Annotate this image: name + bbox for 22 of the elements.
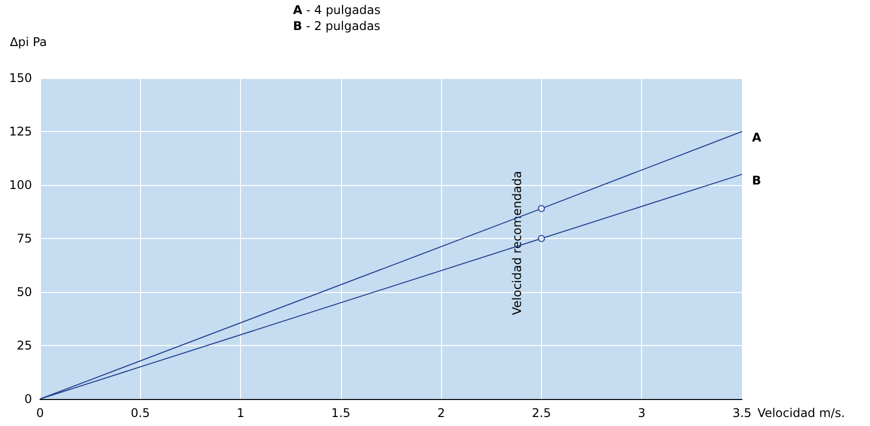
text: B - 2 pulgadas [293,19,380,33]
x-tick-label: 3.5 [732,406,752,420]
x-tick-label: 0.5 [130,406,150,420]
y-axis-title: ∆pi Pa [9,35,47,49]
annotation: Velocidad recomendada [510,170,524,316]
x-tick-label: 3 [638,406,646,420]
series-label: B [752,173,762,188]
x-tick-label: 1.5 [331,406,350,420]
y-tick-label: 150 [9,71,32,85]
x-axis-title: Velocidad m/s. [757,406,845,420]
x-tick-label: 1 [236,406,244,420]
y-tick-label: 125 [9,124,32,138]
x-tick-label: 0 [36,406,44,420]
y-tick-label: 100 [9,178,32,192]
y-tick-label: 0 [24,392,32,406]
x-tick-label: 2 [437,406,445,420]
y-tick-label: 75 [16,232,32,246]
y-tick-label: 25 [16,338,32,352]
y-tick-label: 50 [16,285,32,299]
series-label: A [752,130,762,144]
text: A - 4 pulgadas [293,3,380,17]
x-tick-label: 2.5 [532,406,551,420]
